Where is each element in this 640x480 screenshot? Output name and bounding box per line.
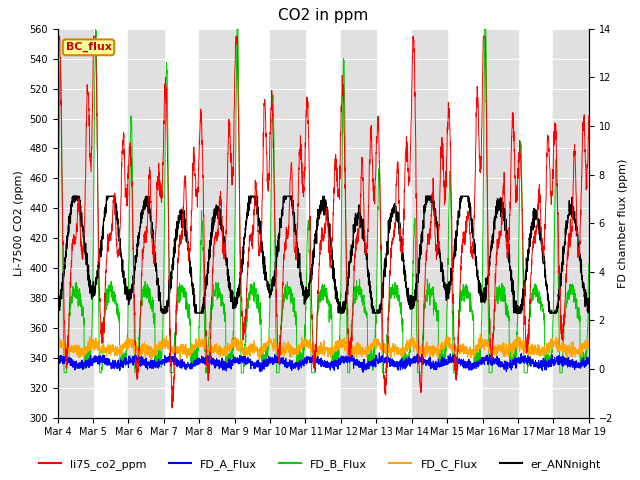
- Text: BC_flux: BC_flux: [65, 42, 111, 52]
- Bar: [412, 29, 447, 418]
- Bar: [483, 29, 518, 418]
- Title: CO2 in ppm: CO2 in ppm: [278, 9, 369, 24]
- Bar: [341, 29, 376, 418]
- Bar: [58, 29, 93, 418]
- Y-axis label: FD chamber flux (ppm): FD chamber flux (ppm): [618, 158, 628, 288]
- Bar: [199, 29, 235, 418]
- Bar: [129, 29, 164, 418]
- Legend: li75_co2_ppm, FD_A_Flux, FD_B_Flux, FD_C_Flux, er_ANNnight: li75_co2_ppm, FD_A_Flux, FD_B_Flux, FD_C…: [35, 455, 605, 474]
- Bar: [554, 29, 589, 418]
- Y-axis label: Li-7500 CO2 (ppm): Li-7500 CO2 (ppm): [13, 170, 24, 276]
- Bar: [270, 29, 305, 418]
